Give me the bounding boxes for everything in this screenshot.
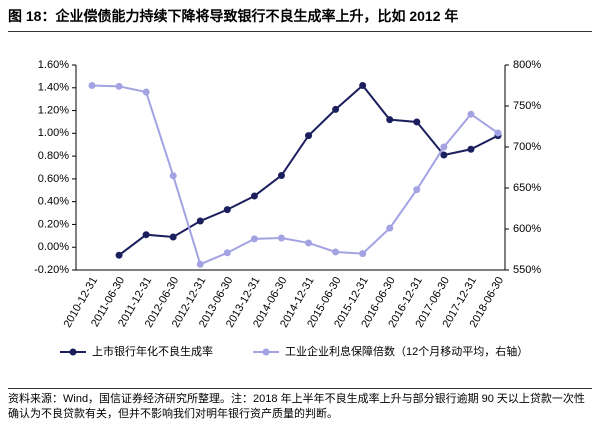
point: [440, 143, 448, 151]
y2-tick-label: 750%: [513, 100, 541, 112]
point: [359, 82, 367, 89]
legend-label: 工业企业利息保障倍数（12个月移动平均，右轴）: [285, 344, 528, 358]
y-tick-label: -0.20%: [34, 264, 69, 276]
point: [169, 233, 177, 241]
y-tick-label: 1.40%: [38, 82, 69, 94]
y2-tick-label: 650%: [513, 182, 541, 194]
y2-tick-label: 550%: [513, 264, 541, 276]
point: [386, 116, 394, 124]
chart: -0.20% 0.00% 0.20% 0.40% 0.60% 0.80% 1.00% 1.20…: [34, 59, 541, 358]
legend-marker: [69, 348, 77, 356]
y2-tick-label: 700%: [513, 141, 541, 153]
point: [467, 110, 475, 118]
point: [169, 172, 177, 180]
point: [467, 145, 475, 153]
y2-tick-label: 800%: [513, 59, 541, 71]
point: [494, 129, 502, 137]
point: [142, 231, 150, 239]
y-tick-label: 1.60%: [38, 59, 69, 71]
point: [115, 82, 123, 90]
y-tick-label: 0.40%: [38, 196, 69, 208]
point: [223, 249, 231, 257]
y-tick-label: 1.00%: [38, 127, 69, 139]
legend-label: 上市银行年化不良生成率: [92, 344, 213, 358]
point: [305, 239, 313, 247]
point: [386, 224, 394, 232]
y-tick-label: 0.00%: [38, 241, 69, 253]
point: [250, 192, 258, 200]
point: [115, 251, 123, 259]
point: [142, 88, 150, 96]
legend-marker: [262, 348, 270, 356]
point: [196, 260, 204, 268]
point: [250, 235, 258, 243]
point: [223, 206, 231, 214]
y2-tick-label: 600%: [513, 223, 541, 235]
point: [413, 186, 421, 194]
series-line: [91, 84, 499, 266]
point: [332, 248, 340, 256]
y-tick-label: 0.60%: [38, 173, 69, 185]
point: [440, 151, 448, 159]
point: [359, 250, 367, 258]
source-note: 资料来源：Wind，国信证券经济研究所整理。注：2018 年上半年不良生成率上升…: [8, 388, 592, 422]
y-tick-label: 0.80%: [38, 150, 69, 162]
point: [277, 234, 285, 242]
chart-title: 图 18：企业偿债能力持续下降将导致银行不良生成率上升，比如 2012 年: [8, 6, 592, 32]
point: [332, 105, 340, 113]
series-line: [118, 84, 499, 256]
point: [88, 82, 96, 89]
point: [413, 118, 421, 126]
y-tick-label: 1.20%: [38, 104, 69, 116]
point: [277, 171, 285, 179]
point: [196, 217, 204, 225]
point: [305, 132, 313, 140]
y-tick-label: 0.20%: [38, 218, 69, 230]
